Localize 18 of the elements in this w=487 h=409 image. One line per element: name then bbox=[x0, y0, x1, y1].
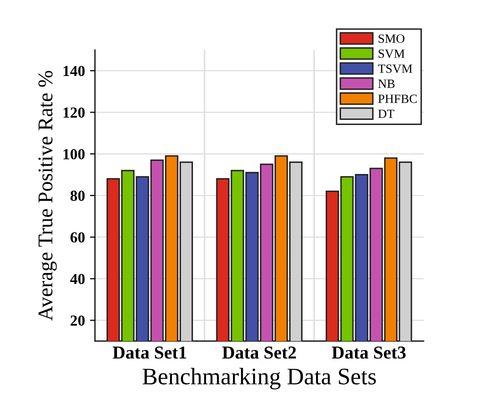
x-tick-label: Data Set3 bbox=[332, 346, 406, 359]
y-tick-label: 40 bbox=[70, 274, 85, 284]
x-tick-label: Data Set2 bbox=[222, 346, 296, 359]
x-axis-title: Benchmarking Data Sets bbox=[142, 368, 376, 390]
legend-label: SVM bbox=[378, 49, 405, 58]
y-tick-label: 140 bbox=[64, 66, 85, 76]
y-tick-label: 120 bbox=[64, 107, 85, 118]
legend-label: DT bbox=[378, 110, 394, 118]
y-tick-label: 60 bbox=[70, 232, 85, 243]
legend-label: SMO bbox=[378, 34, 404, 43]
y-tick-label: 100 bbox=[64, 149, 85, 160]
legend-label: TSVM bbox=[378, 64, 412, 73]
x-tick-label: Data Set1 bbox=[112, 346, 186, 359]
y-tick-label: 80 bbox=[70, 190, 85, 201]
y-tick-label: 20 bbox=[70, 315, 85, 326]
y-axis-title: Average True Positive Rate % bbox=[38, 70, 57, 321]
legend-label: NB bbox=[378, 80, 395, 88]
legend-label: PHFBC bbox=[378, 94, 417, 103]
